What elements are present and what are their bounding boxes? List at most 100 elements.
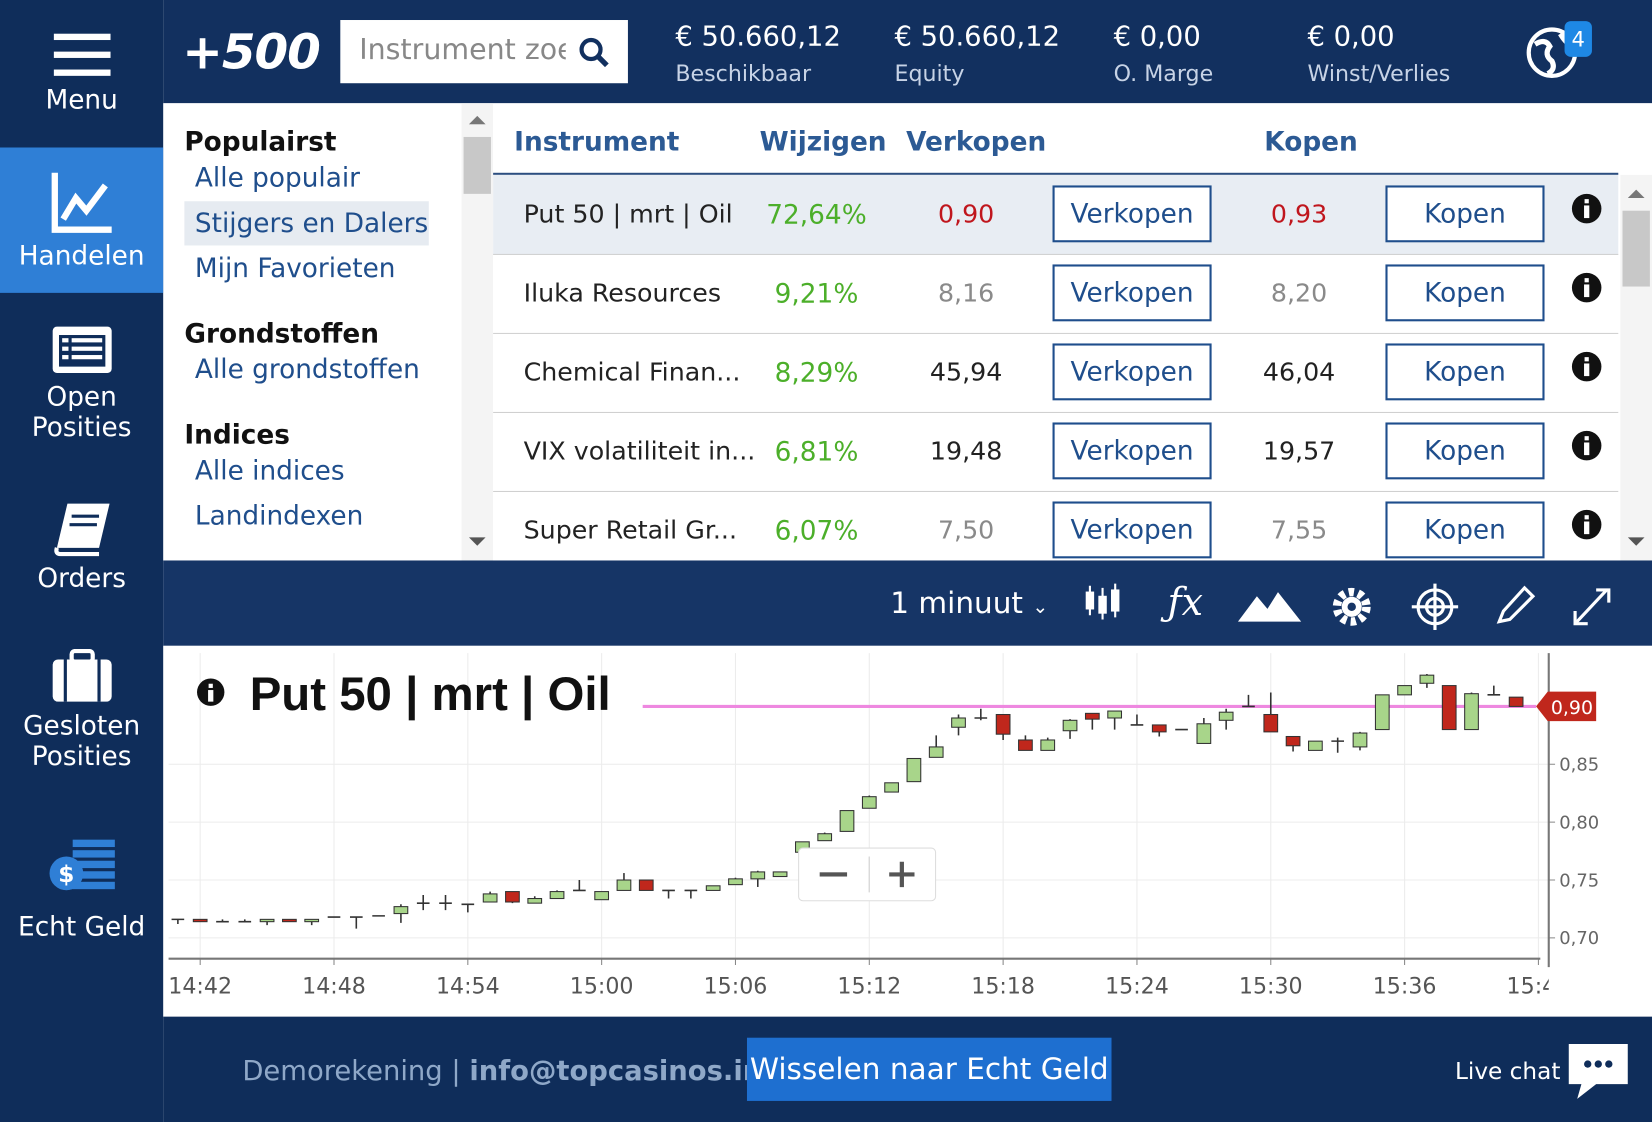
info-icon[interactable] bbox=[1571, 509, 1603, 541]
scroll-thumb[interactable] bbox=[1622, 210, 1650, 287]
menu-item[interactable]: Orders bbox=[0, 501, 163, 593]
menu-item[interactable]: Gesloten Posities bbox=[0, 648, 163, 771]
menu-item[interactable]: Open Posities bbox=[0, 324, 163, 442]
stat-label: Equity bbox=[894, 61, 965, 87]
scrollbar[interactable] bbox=[1620, 174, 1652, 561]
x-tick-label: 14:42 bbox=[168, 973, 232, 999]
info-dot bbox=[1584, 199, 1589, 204]
candle-body bbox=[1308, 740, 1323, 751]
candles-icon[interactable] bbox=[1085, 583, 1120, 620]
info-bar bbox=[1584, 205, 1590, 219]
column-header: Verkopen bbox=[906, 126, 1047, 157]
fx-icon[interactable]: ƒx bbox=[1161, 580, 1203, 624]
candle-body bbox=[817, 833, 833, 842]
menu-label: Handelen bbox=[18, 240, 145, 271]
x-axis: 14:42 14:48 14:54 15:00 15:06 15:12 15:18 15:24… bbox=[168, 653, 1549, 999]
search-box[interactable]: Instrument zoeken bbox=[340, 20, 628, 84]
chart: 14:42 14:48 14:54 15:00 15:06 15:12 15:18 15:24… bbox=[168, 653, 1599, 999]
table-row[interactable]: Iluka Resources 9,21% 8,16 Verkopen 8,20 Kope… bbox=[493, 254, 1619, 334]
buy-button[interactable]: Kopen bbox=[1385, 185, 1545, 243]
candle-body bbox=[772, 871, 788, 878]
scrollbar[interactable] bbox=[461, 103, 494, 561]
change: 8,29% bbox=[774, 357, 859, 388]
header-line bbox=[493, 172, 1619, 175]
info-icon[interactable] bbox=[1571, 351, 1603, 383]
info-icon[interactable] bbox=[1571, 193, 1603, 225]
candle-body bbox=[995, 713, 1011, 735]
menu-label: Orders bbox=[37, 562, 126, 594]
category-item[interactable]: Alle populair bbox=[194, 162, 361, 193]
scroll-down[interactable] bbox=[1627, 537, 1645, 548]
candle-body bbox=[1464, 693, 1479, 731]
scroll-up[interactable] bbox=[1627, 188, 1645, 199]
sell-button[interactable]: Verkopen bbox=[1052, 422, 1212, 480]
settings-icon[interactable] bbox=[1332, 587, 1371, 626]
candle-body bbox=[259, 918, 275, 923]
category-item[interactable]: Alle indices bbox=[194, 455, 345, 486]
logo[interactable]: +500 bbox=[182, 23, 321, 81]
search-placeholder: Instrument zoeken bbox=[359, 33, 565, 67]
zoom-out[interactable] bbox=[819, 872, 848, 877]
pencil-icon[interactable] bbox=[1496, 585, 1536, 624]
y-tick-label: 0,85 bbox=[1559, 755, 1599, 776]
instrument-name: Chemical Finan... bbox=[523, 357, 741, 387]
table-row[interactable]: Put 50 | mrt | Oil 72,64% 0,90 Verkopen 0,93… bbox=[493, 174, 1619, 255]
x-tick-label: 15:06 bbox=[704, 973, 768, 999]
live-chat-label[interactable]: Live chat bbox=[1454, 1058, 1561, 1086]
fullscreen-icon[interactable] bbox=[1573, 588, 1611, 626]
sidebar: Menu Handelen Open Posities Orders Geslo… bbox=[0, 0, 164, 1122]
scroll-up[interactable] bbox=[468, 114, 486, 125]
interval-select[interactable]: 1 minuut ⌄ bbox=[890, 585, 1049, 621]
change: 6,81% bbox=[774, 436, 859, 467]
info-bar bbox=[1584, 442, 1590, 456]
stat-value: € 50.660,12 bbox=[894, 21, 1061, 53]
switch-button[interactable]: Wisselen naar Echt Geld bbox=[746, 1037, 1112, 1101]
footer: Demorekening | info@topcasinos.info Wiss… bbox=[163, 1016, 1652, 1122]
candle-body bbox=[304, 918, 320, 923]
category-item[interactable]: Mijn Favorieten bbox=[194, 252, 396, 284]
buy-button[interactable]: Kopen bbox=[1385, 343, 1545, 401]
menu-item[interactable]: $ Echt Geld bbox=[0, 838, 163, 942]
account-info: Demorekening | info@topcasinos.info bbox=[242, 1055, 793, 1088]
sell-button[interactable]: Verkopen bbox=[1052, 185, 1212, 243]
sell-price: 19,48 bbox=[929, 436, 1003, 466]
instrument-name: VIX volatiliteit in... bbox=[523, 436, 756, 466]
menu-item[interactable]: Handelen bbox=[0, 171, 163, 271]
candle-body bbox=[1196, 723, 1212, 744]
sell-button[interactable]: Verkopen bbox=[1052, 264, 1212, 322]
buy-price: 8,20 bbox=[1270, 278, 1328, 308]
buy-button[interactable]: Kopen bbox=[1385, 501, 1545, 559]
search-icon bbox=[579, 37, 609, 68]
category-item[interactable]: Landindexen bbox=[194, 500, 364, 531]
chat-icon[interactable] bbox=[1565, 1040, 1632, 1101]
candle-body bbox=[928, 746, 944, 758]
buy-button[interactable]: Kopen bbox=[1385, 264, 1545, 322]
scroll-down[interactable] bbox=[468, 537, 486, 548]
category-item[interactable]: Alle grondstoffen bbox=[194, 353, 420, 385]
x-tick-label: 15:12 bbox=[837, 973, 901, 999]
chart-title: Put 50 | mrt | Oil bbox=[250, 668, 611, 721]
table-row[interactable]: VIX volatiliteit in... 6,81% 19,48 Verkopen… bbox=[493, 412, 1619, 492]
info-icon[interactable] bbox=[1571, 272, 1603, 304]
info-bar bbox=[1584, 521, 1590, 535]
candle-body bbox=[549, 891, 565, 900]
candle-body bbox=[951, 717, 966, 728]
info-icon[interactable] bbox=[1571, 430, 1603, 462]
sell-button[interactable]: Verkopen bbox=[1052, 343, 1212, 401]
crosshair-icon[interactable] bbox=[1411, 583, 1459, 631]
sell-button[interactable]: Verkopen bbox=[1052, 501, 1212, 559]
sell-price: 7,50 bbox=[937, 515, 995, 545]
buy-button[interactable]: Kopen bbox=[1385, 422, 1545, 480]
category-item[interactable]: Stijgers en Dalers bbox=[184, 201, 429, 246]
table-row[interactable]: Chemical Finan... 8,29% 45,94 Verkopen 46,04… bbox=[493, 333, 1619, 413]
title-info-icon[interactable] bbox=[197, 678, 225, 706]
column-header: Instrument bbox=[514, 126, 680, 157]
instrument-name: Super Retail Gr... bbox=[523, 515, 738, 545]
table-row[interactable]: Super Retail Gr... 6,07% 7,50 Verkopen 7,55 K… bbox=[493, 491, 1618, 561]
scroll-thumb[interactable] bbox=[463, 136, 491, 194]
mountain-icon[interactable] bbox=[1237, 592, 1302, 622]
menu-item[interactable]: Menu bbox=[0, 32, 163, 115]
candle-body bbox=[1018, 739, 1033, 751]
zoom-in[interactable] bbox=[889, 861, 915, 888]
buy-price: 19,57 bbox=[1262, 436, 1336, 466]
